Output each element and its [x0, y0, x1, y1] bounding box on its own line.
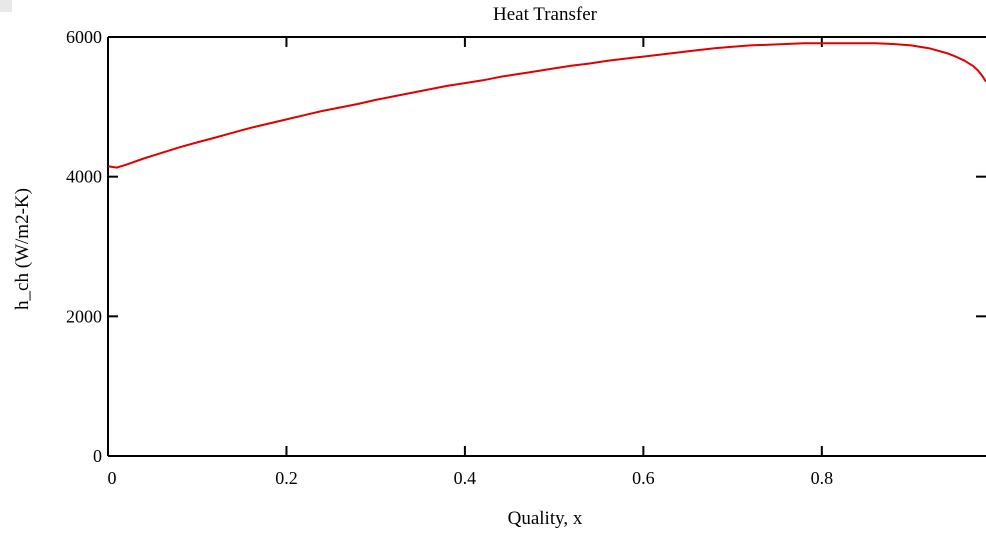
y-tick-labels: 0 2000 4000 6000	[66, 27, 102, 466]
x-tick-label-0: 0	[108, 468, 117, 488]
x-axis-title: Quality, x	[508, 508, 583, 529]
y-tick-label-2: 4000	[66, 167, 102, 187]
series-line-0	[107, 42, 986, 169]
chart-title: Heat Transfer	[493, 4, 598, 25]
x-tick-labels: 0 0.2 0.4 0.6 0.8	[108, 468, 834, 488]
x-tick-label-4: 0.8	[811, 468, 834, 488]
y-tick-label-0: 0	[93, 446, 102, 466]
y-tick-label-1: 2000	[66, 306, 102, 326]
plot-frame	[107, 36, 986, 457]
axis-ticks	[108, 37, 986, 456]
x-tick-label-2: 0.4	[454, 468, 477, 488]
series-group	[107, 42, 986, 169]
x-tick-label-3: 0.6	[632, 468, 655, 488]
x-tick-label-1: 0.2	[275, 468, 298, 488]
y-tick-label-3: 6000	[66, 27, 102, 47]
y-axis-title: h_ch (W/m2-K)	[12, 188, 33, 310]
corner-artifact	[0, 0, 12, 12]
